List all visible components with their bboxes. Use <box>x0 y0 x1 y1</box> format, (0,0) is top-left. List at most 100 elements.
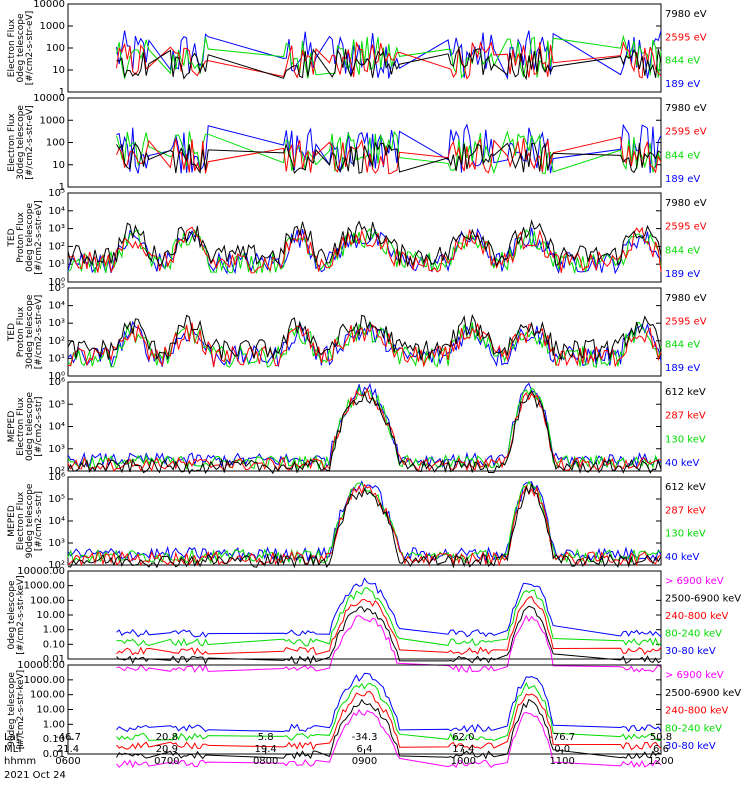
legend-entry: 612 keV <box>665 482 706 493</box>
y-tick-label: 1000 <box>40 115 65 126</box>
legend-entry: 2595 eV <box>665 127 707 138</box>
legend-entry: 30-80 keV <box>665 741 716 752</box>
y-tick-label: 1 <box>59 182 65 193</box>
y-tick-label: 10⁰ <box>48 371 65 382</box>
series-trace <box>67 227 662 274</box>
panel-2: 1 10 100 1000 10000 Electron Flux 30deg telesc… <box>7 93 707 193</box>
panel-1: 1 10 100 1000 10000 Electron Flux 0deg telesco… <box>7 0 707 98</box>
panel-8: 0.010.101.0010.00100.001000.0010000.0090… <box>7 660 741 769</box>
series-trace <box>67 483 662 567</box>
y-axis-label: MEPED <box>7 505 17 537</box>
legend-entry: 189 eV <box>665 174 700 185</box>
y-tick-label: 10.00 <box>36 705 65 716</box>
y-tick-label: 10⁵ <box>48 494 65 505</box>
legend-entry: 844 eV <box>665 245 700 256</box>
x-tick-label-mlt: 19.4 <box>255 744 277 755</box>
y-tick-label: 10² <box>48 560 65 571</box>
series-trace <box>116 142 662 175</box>
legend-entry: 40 keV <box>665 458 699 469</box>
y-axis-label: 0deg telescope <box>16 13 26 83</box>
date-label: 2021 Oct 24 <box>4 770 66 781</box>
y-axis-label: TED <box>7 228 17 247</box>
y-tick-label: 100 <box>46 43 65 54</box>
legend-entry: 130 keV <box>665 529 706 540</box>
legend-entry: 240-800 keV <box>665 706 729 717</box>
y-tick-label: 10¹ <box>48 259 65 270</box>
y-axis-label: 90deg telescope <box>25 483 35 558</box>
plot-frame <box>67 3 662 93</box>
y-tick-label: 1000.00 <box>24 675 65 686</box>
legend-entry: > 6900 keV <box>665 670 724 681</box>
y-tick-label: 10000 <box>33 0 65 10</box>
y-axis-label: 30deg telescope <box>16 105 26 180</box>
y-axis-label: 30deg telescope <box>25 294 35 369</box>
legend-entry: 844 eV <box>665 56 700 67</box>
x-tick-label-hhmm: 1200 <box>648 756 673 767</box>
x-tick-label-lat: 62.0 <box>452 732 474 743</box>
y-tick-label: 10³ <box>48 224 65 235</box>
series-trace <box>116 136 662 175</box>
legend-entry: 844 eV <box>665 150 700 161</box>
series-trace <box>116 698 662 760</box>
x-tick-label-mlt: 6.4 <box>357 744 373 755</box>
series-trace <box>67 320 662 368</box>
y-tick-label: 100 <box>46 138 65 149</box>
panel-6: 10² 10³ 10⁴ 10⁵ 10⁶ MEPED Electron Flux 90deg t… <box>7 472 706 571</box>
y-axis-label: 0deg telescope <box>25 392 35 462</box>
x-tick-label-hhmm: 1100 <box>549 756 574 767</box>
series-trace <box>116 587 662 647</box>
legend-entry: 844 eV <box>665 340 700 351</box>
x-tick-label-lat: 20.8 <box>156 732 178 743</box>
y-axis-label: Electron Flux <box>7 18 17 77</box>
legend-entry: 2595 eV <box>665 222 707 233</box>
plot-frame <box>67 287 662 377</box>
series-trace <box>116 605 662 665</box>
y-tick-label: 10⁵ <box>48 399 65 410</box>
y-tick-label: 10⁴ <box>48 422 65 433</box>
y-tick-label: 10⁴ <box>48 301 65 312</box>
y-tick-label: 10² <box>48 336 65 347</box>
x-tick-label-lat: 5.8 <box>258 732 274 743</box>
legend-entry: 80-240 keV <box>665 723 722 734</box>
legend-entry: 80-240 keV <box>665 629 722 640</box>
y-tick-label: 10 <box>52 160 65 171</box>
y-tick-label: 0.01 <box>43 749 65 760</box>
x-tick-label-lat: -46.7 <box>55 732 81 743</box>
x-tick-label-mlt: 21.4 <box>57 744 79 755</box>
y-axis-label: Proton Flux <box>16 306 26 357</box>
legend-entry: 7980 eV <box>665 198 707 209</box>
y-axis-label: Electron Flux <box>16 491 26 550</box>
y-tick-label: 10.00 <box>36 610 65 621</box>
y-tick-label: 0.10 <box>43 639 65 650</box>
y-axis-label: TED <box>7 323 17 342</box>
legend-entry: > 6900 keV <box>665 576 724 587</box>
legend-entry: 189 eV <box>665 363 700 374</box>
series-trace <box>116 672 662 734</box>
y-tick-label: 10³ <box>48 538 65 549</box>
x-tick-label-mlt: 17.4 <box>452 744 474 755</box>
legend-entry: 130 keV <box>665 434 706 445</box>
y-tick-label: 10⁶ <box>48 377 65 388</box>
legend-entry: 2595 eV <box>665 32 707 43</box>
xaxis-row-label-mlt: MLT <box>4 744 24 755</box>
legend-entry: 7980 eV <box>665 9 707 20</box>
legend-entry: 612 keV <box>665 387 706 398</box>
x-tick-label-hhmm: 0600 <box>55 756 80 767</box>
series-trace <box>67 480 662 563</box>
y-axis-label: [#/cm2-s-str] <box>34 491 44 551</box>
panel-5: 10² 10³ 10⁴ 10⁵ 10⁶ MEPED Electron Flux 0deg te… <box>7 377 706 477</box>
y-tick-label: 10000.00 <box>17 566 65 577</box>
y-axis-label: 0deg telescope <box>7 580 17 650</box>
y-axis-label: MEPED <box>7 411 17 443</box>
legend-entry: 287 keV <box>665 505 706 516</box>
series-trace <box>67 322 662 368</box>
series-trace <box>116 708 662 769</box>
y-axis-label: [#/cm2-s-str-eV] <box>34 295 44 370</box>
y-tick-label: 10⁴ <box>48 516 65 527</box>
legend-entry: 7980 eV <box>665 293 707 304</box>
panel-4: 10⁰ 10¹ 10² 10³ 10⁴ 10⁵ TED Proton Flux 30deg te… <box>7 283 707 382</box>
x-tick-label-lat: 50.8 <box>650 732 672 743</box>
y-tick-label: 10⁵ <box>48 283 65 294</box>
